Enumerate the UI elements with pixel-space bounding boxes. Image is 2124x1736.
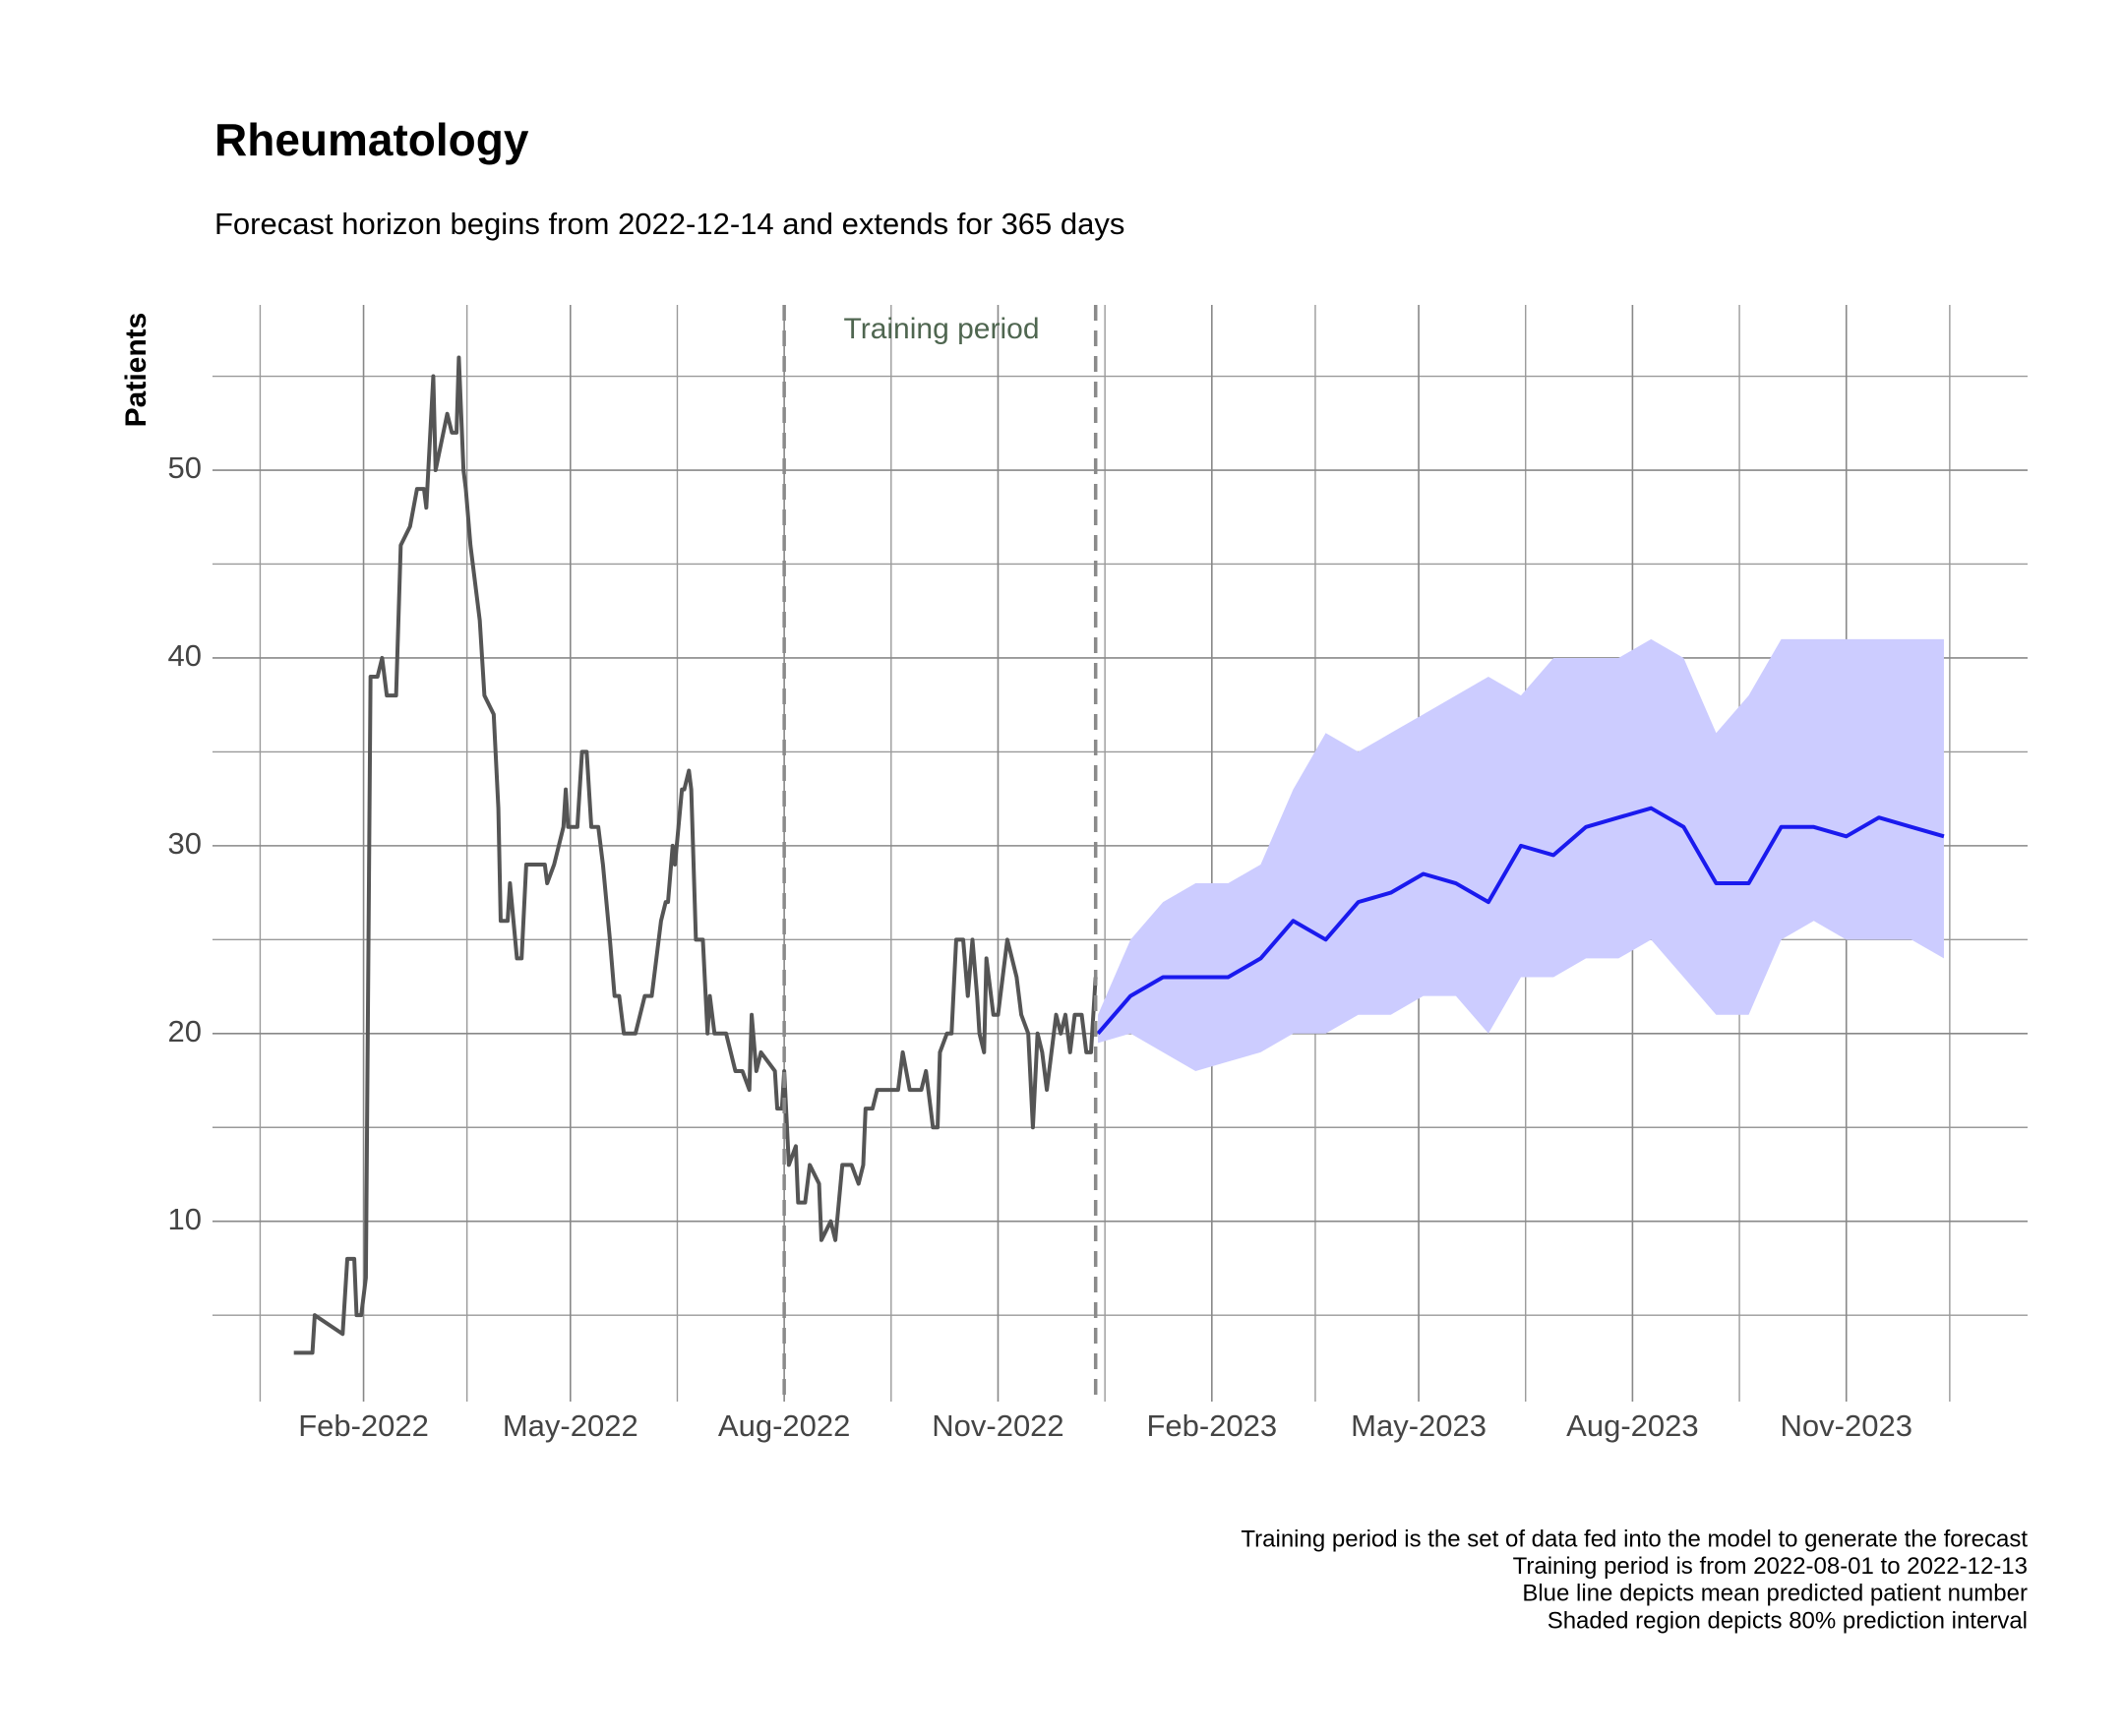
y-tick-label: 20 [168,1014,202,1048]
caption: Training period is the set of data fed i… [1241,1526,2028,1634]
plot-area [293,305,1945,1402]
x-tick-label: Feb-2023 [1146,1408,1277,1443]
prediction-interval [1098,638,1944,1071]
caption-line: Training period is the set of data fed i… [1241,1526,2028,1552]
annotation: Training period [844,313,1040,345]
y-tick-label: 50 [168,450,202,485]
x-tick-label: Nov-2023 [1781,1408,1912,1443]
caption-line: Blue line depicts mean predicted patient… [1522,1581,2028,1607]
x-tick-label: Aug-2023 [1566,1408,1698,1443]
y-tick-label: 40 [168,638,202,673]
series-line [293,355,1098,1355]
chart-subtitle: Forecast horizon begins from 2022-12-14 … [214,207,1124,241]
x-tick-label: Aug-2022 [718,1408,850,1443]
chart-title: Rheumatology [214,114,529,165]
x-tick-label: May-2022 [503,1408,638,1443]
y-tick-label: 10 [168,1202,202,1236]
x-tick-label: May-2023 [1351,1408,1487,1443]
x-tick-label: Nov-2022 [932,1408,1063,1443]
caption-line: Training period is from 2022-08-01 to 20… [1513,1553,2028,1580]
y-axis-label: Patients [120,313,152,428]
caption-line: Shaded region depicts 80% prediction int… [1547,1607,2028,1634]
x-tick-label: Feb-2022 [298,1408,429,1443]
series-line [1096,806,1945,1036]
y-tick-label: 30 [168,826,202,861]
